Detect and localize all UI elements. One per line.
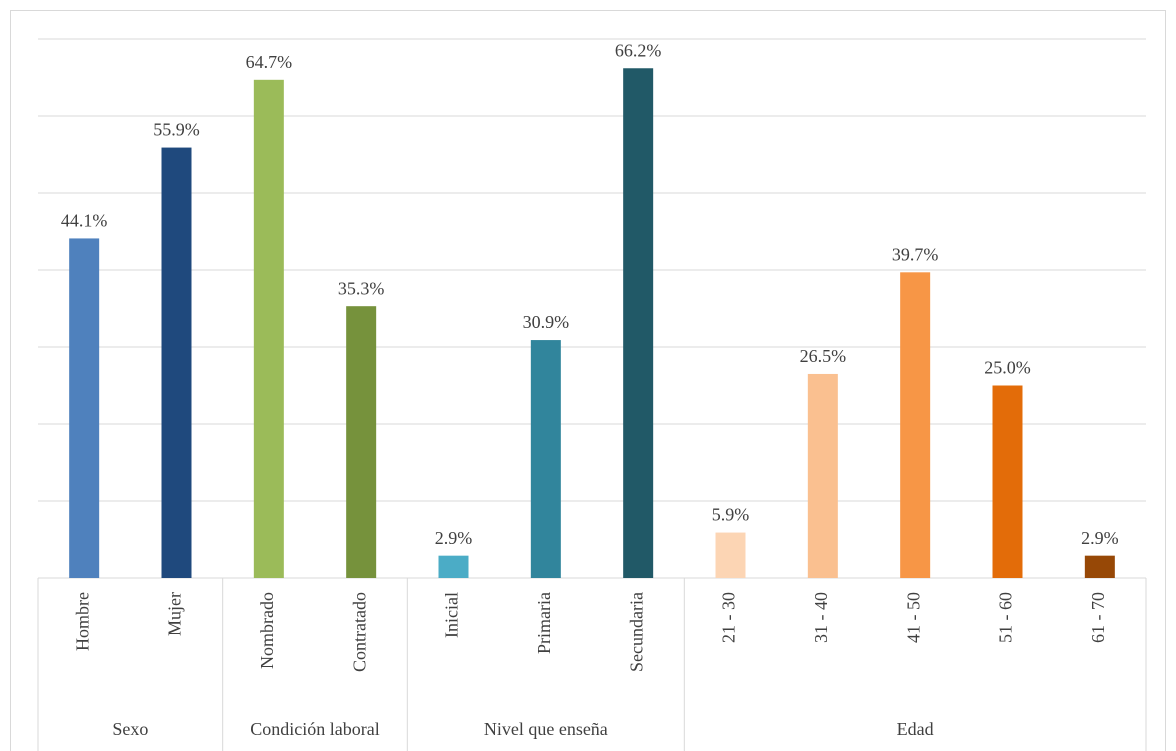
x-tick-label: Primaria [534,592,554,654]
x-tick-label: Secundaria [626,592,646,672]
data-label: 66.2% [615,40,662,60]
bar [992,385,1023,578]
data-label: 25.0% [984,358,1031,378]
data-label: 2.9% [435,528,473,548]
x-tick-label: Mujer [165,592,185,636]
bar [623,68,654,578]
data-label: 44.1% [61,211,108,231]
bar [1084,555,1115,578]
bar [530,340,561,578]
group-label: Edad [897,719,934,739]
x-tick-label: 51 - 60 [996,592,1016,643]
x-tick-label: Hombre [72,592,92,651]
data-label: 26.5% [800,346,847,366]
x-tick-label: 41 - 50 [903,592,923,643]
bar [900,272,931,578]
chart-border [10,10,1166,751]
x-tick-label: 21 - 30 [719,592,739,643]
x-tick-label: Nombrado [257,592,277,669]
bar [161,147,192,578]
x-tick-label: Inicial [442,592,462,638]
x-tick-label: 61 - 70 [1088,592,1108,643]
x-tick-label: Contratado [349,592,369,672]
bar [807,373,838,578]
bar [346,306,377,578]
data-label: 64.7% [246,52,293,72]
group-label: Sexo [112,719,148,739]
bar [69,238,100,578]
bar [715,532,746,578]
group-label: Condición laboral [250,719,379,739]
x-tick-label: 31 - 40 [811,592,831,643]
data-label: 55.9% [153,120,200,140]
data-label: 2.9% [1081,528,1119,548]
data-label: 35.3% [338,278,385,298]
data-label: 30.9% [523,312,570,332]
data-label: 39.7% [892,244,939,264]
bar [438,555,469,578]
data-label: 5.9% [712,505,750,525]
bar [253,79,284,578]
group-label: Nivel que enseña [484,719,608,739]
